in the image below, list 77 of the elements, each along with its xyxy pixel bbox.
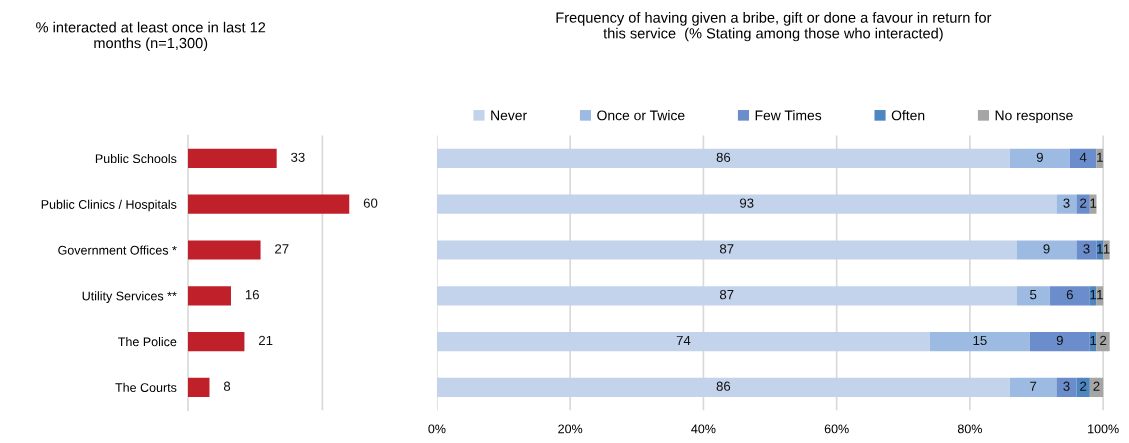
data-label: 1 xyxy=(1103,244,1110,254)
x-tick-label: 20% xyxy=(558,424,583,434)
x-tick-label: 0% xyxy=(428,424,446,434)
x-tick-label: 40% xyxy=(691,424,716,434)
data-label: 4 xyxy=(1079,152,1087,162)
data-label: 21 xyxy=(258,335,273,345)
bar xyxy=(1029,331,1090,352)
data-label: 1 xyxy=(1097,152,1103,162)
data-label: 16 xyxy=(245,289,259,300)
x-tick-label: 60% xyxy=(824,424,849,434)
data-label: 9 xyxy=(1036,152,1043,162)
bar xyxy=(1016,240,1077,260)
data-label: 27 xyxy=(275,244,289,254)
data-label: 9 xyxy=(1043,244,1050,254)
data-label: 6 xyxy=(1066,289,1073,300)
data-label: 5 xyxy=(1030,290,1037,300)
y-tick-label: The Courts xyxy=(115,382,177,392)
data-label: 87 xyxy=(719,244,734,254)
bar xyxy=(1076,377,1090,397)
data-label: 2 xyxy=(1100,335,1107,345)
data-label: 1 xyxy=(1090,290,1097,300)
data-label: 1 xyxy=(1097,244,1103,254)
data-label: 87 xyxy=(719,289,734,300)
data-label: 86 xyxy=(716,381,731,391)
data-label: 3 xyxy=(1063,198,1070,208)
bar xyxy=(1016,286,1050,306)
legend-label: Never xyxy=(491,110,527,121)
bar xyxy=(1076,194,1090,214)
y-tick-label: Utility Services ** xyxy=(82,291,177,303)
bar xyxy=(1009,148,1070,169)
bar xyxy=(187,377,210,397)
bar xyxy=(436,240,1017,260)
y-tick-label: Government Offices * xyxy=(58,245,177,255)
y-tick-label: Public Schools xyxy=(95,153,177,164)
bar xyxy=(1076,240,1097,260)
data-label: 1 xyxy=(1090,335,1097,345)
bar xyxy=(436,377,1010,397)
bar xyxy=(1049,286,1090,306)
data-label: 1 xyxy=(1090,198,1097,208)
bar xyxy=(436,331,930,352)
data-label: 7 xyxy=(1030,381,1037,391)
data-label: 3 xyxy=(1063,381,1070,391)
bar xyxy=(1009,377,1057,397)
bar xyxy=(1069,148,1097,169)
bar xyxy=(436,148,1010,169)
data-label: 60 xyxy=(363,198,378,208)
data-label: 74 xyxy=(676,335,691,345)
chart-title: Frequency of having given a bribe, gift or done a favour in return for this service (% Stating among those who interacted) xyxy=(556,12,992,42)
chart-title: % interacted at least once in last 12 months (n=1,300) xyxy=(36,21,266,52)
bar xyxy=(436,194,1057,214)
data-label: 33 xyxy=(291,152,305,162)
x-tick-label: 80% xyxy=(957,424,982,434)
x-tick-label: 100% xyxy=(1088,424,1119,434)
data-label: 86 xyxy=(716,152,731,162)
data-label: 2 xyxy=(1080,198,1087,208)
legend-label: Once or Twice xyxy=(597,110,685,121)
data-label: 2 xyxy=(1093,381,1100,391)
data-label: 1 xyxy=(1097,290,1103,300)
bar xyxy=(187,194,350,214)
legend-label: Often xyxy=(891,110,925,121)
y-tick-label: The Police xyxy=(118,337,177,347)
bar xyxy=(187,331,245,352)
legend-label: No response xyxy=(995,110,1073,124)
bar xyxy=(1096,240,1104,260)
y-tick-label: Public Clinics / Hospitals xyxy=(41,199,177,212)
data-label: 9 xyxy=(1056,335,1063,346)
bar xyxy=(436,286,1017,306)
data-label: 3 xyxy=(1083,244,1090,254)
data-label: 93 xyxy=(740,198,754,208)
bar xyxy=(929,331,1030,352)
bar xyxy=(187,240,261,260)
data-label: 2 xyxy=(1080,381,1087,391)
data-label: 8 xyxy=(223,381,231,391)
legend-label: Few Times xyxy=(755,110,822,121)
bar xyxy=(187,148,277,169)
bar xyxy=(187,286,231,306)
data-label: 15 xyxy=(973,335,987,346)
